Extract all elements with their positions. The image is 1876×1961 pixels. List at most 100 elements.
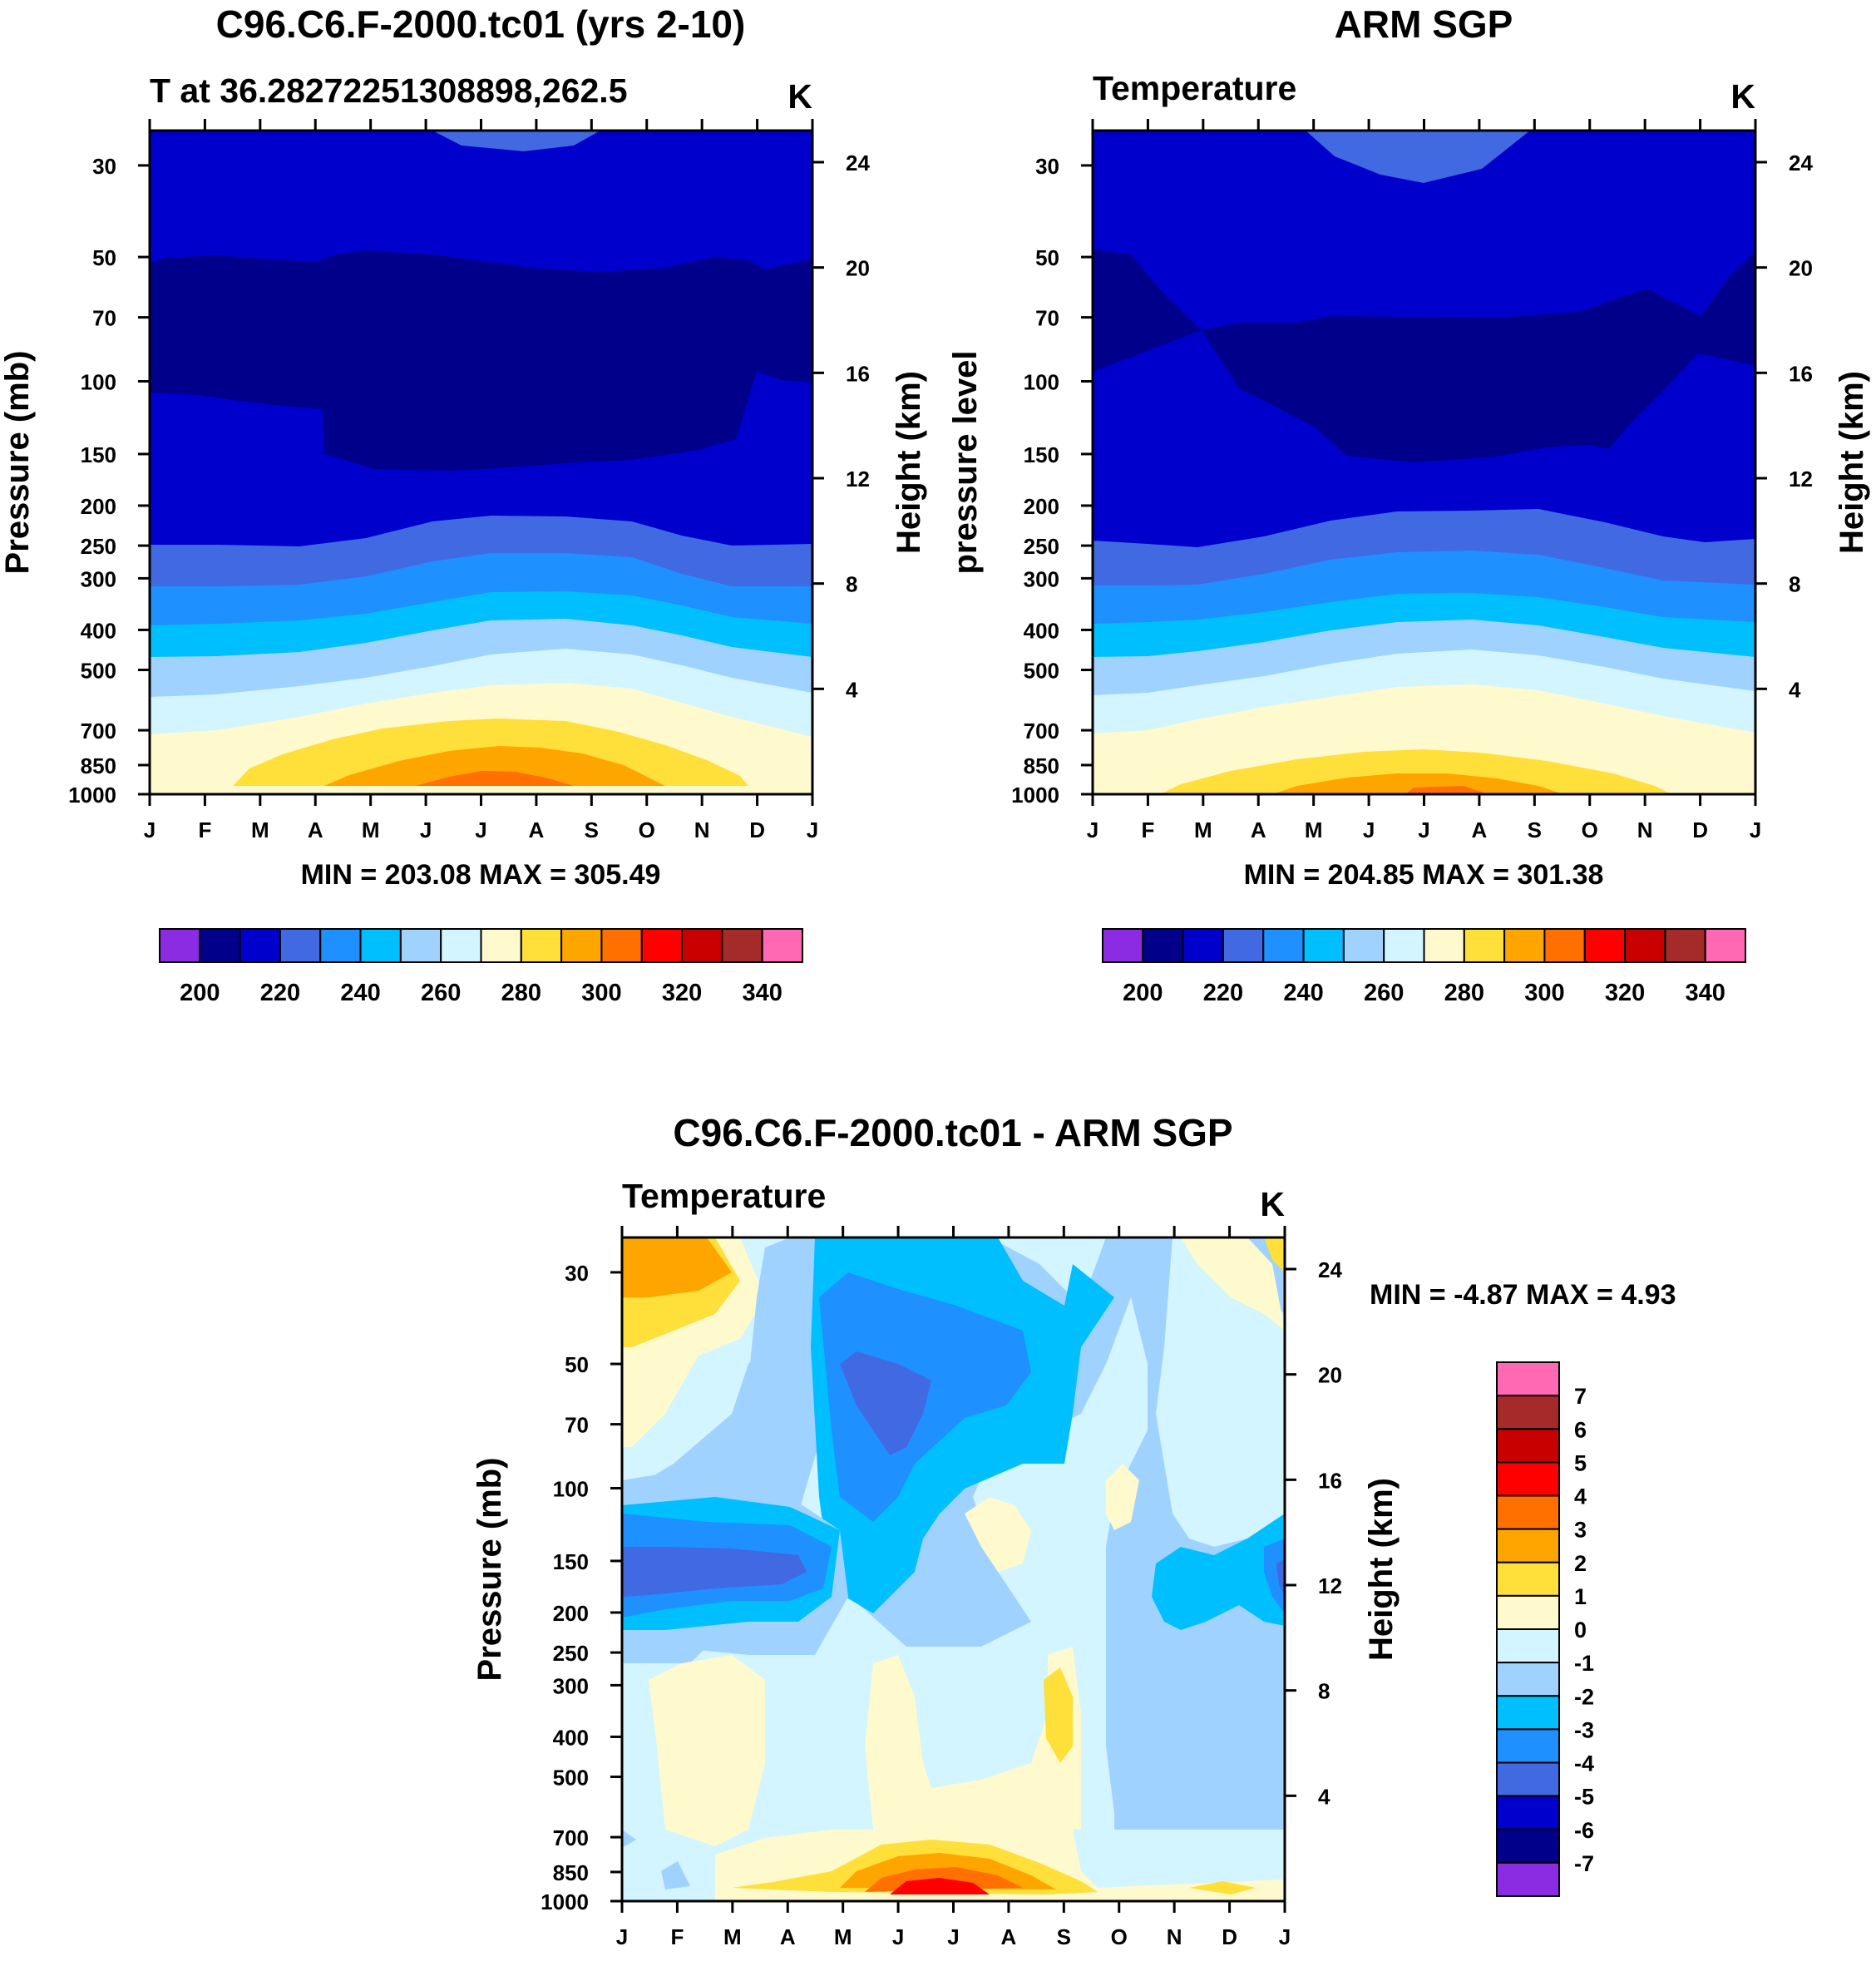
colorbar-label: 260 bbox=[1364, 980, 1404, 1006]
y-tick-label-left: 30 bbox=[565, 1261, 589, 1286]
colorbar-label: -7 bbox=[1574, 1851, 1594, 1876]
colorbar-label: 300 bbox=[581, 980, 621, 1006]
x-tick-label: J bbox=[420, 817, 432, 842]
colorbar-box bbox=[1463, 928, 1506, 963]
y-tick-label-left: 500 bbox=[81, 659, 116, 684]
y-tick-label-right: 12 bbox=[1318, 1573, 1342, 1598]
colorbar-label: 3 bbox=[1574, 1518, 1587, 1543]
x-tick-label: A bbox=[780, 1924, 796, 1949]
x-tick-label: D bbox=[1222, 1924, 1237, 1949]
y-tick-label-left: 200 bbox=[553, 1601, 589, 1626]
x-tick-label: S bbox=[1528, 817, 1542, 842]
colorbar-box bbox=[1496, 1761, 1560, 1797]
x-tick-label: J bbox=[1363, 817, 1375, 842]
y-axis-label-left: Pressure (mb) bbox=[0, 351, 36, 575]
y-tick-label-right: 24 bbox=[1318, 1257, 1342, 1282]
contour-band bbox=[965, 1497, 1031, 1572]
colorbar-box bbox=[600, 928, 643, 963]
panel-difference-contours bbox=[622, 1237, 1285, 1901]
y-tick-label-left: 400 bbox=[1024, 618, 1059, 643]
y-tick-label-left: 70 bbox=[565, 1413, 589, 1438]
x-tick-label: A bbox=[529, 817, 545, 842]
y-tick-label-left: 70 bbox=[1035, 306, 1059, 331]
y-tick-label-right: 4 bbox=[1789, 677, 1801, 702]
x-tick-label: A bbox=[1251, 817, 1266, 842]
colorbar-box bbox=[1142, 928, 1184, 963]
colorbar-box bbox=[1496, 1528, 1560, 1563]
colorbar-label: 280 bbox=[1444, 980, 1484, 1006]
y-tick-label-left: 250 bbox=[553, 1641, 589, 1666]
x-tick-label: F bbox=[670, 1924, 684, 1949]
colorbar-label: 260 bbox=[421, 980, 461, 1006]
y-tick-label-left: 850 bbox=[81, 753, 116, 778]
contour-band bbox=[1306, 131, 1530, 183]
colorbar-label: 340 bbox=[1685, 980, 1725, 1006]
y-axis-label-left: Pressure (mb) bbox=[471, 1458, 508, 1682]
y-axis-label-right: Height (km) bbox=[1363, 1478, 1400, 1661]
colorbar-box bbox=[1102, 928, 1144, 963]
x-tick-label: M bbox=[1305, 817, 1323, 842]
contour-band bbox=[1156, 1237, 1285, 1547]
colorbar-label: 1 bbox=[1574, 1584, 1587, 1609]
colorbar-label: 220 bbox=[1203, 980, 1243, 1006]
y-tick-label-left: 400 bbox=[553, 1725, 589, 1750]
colorbar-box bbox=[1496, 1461, 1560, 1497]
panel-model: C96.C6.F-2000.tc01 (yrs 2-10) T at 36.28… bbox=[0, 2, 927, 1006]
y-tick-label-left: 500 bbox=[553, 1766, 589, 1791]
colorbar-box bbox=[359, 928, 402, 963]
min-max-stats: MIN = -4.87 MAX = 4.93 bbox=[1370, 1279, 1676, 1311]
colorbar-label: 4 bbox=[1574, 1484, 1587, 1509]
colorbar-label: 5 bbox=[1574, 1450, 1587, 1475]
x-tick-label: J bbox=[1418, 817, 1429, 842]
colorbar-label: 6 bbox=[1574, 1417, 1587, 1442]
y-tick-label-left: 300 bbox=[1024, 566, 1059, 591]
colorbar-box bbox=[1342, 928, 1385, 963]
contour-band bbox=[1181, 1237, 1285, 1331]
x-tick-label: O bbox=[1111, 1924, 1128, 1949]
y-tick-label-right: 24 bbox=[846, 151, 870, 175]
panel-model-title: C96.C6.F-2000.tc01 (yrs 2-10) bbox=[216, 2, 746, 46]
colorbar-box bbox=[1496, 1428, 1560, 1464]
colorbar-label: 240 bbox=[1283, 980, 1323, 1006]
y-tick-label-left: 150 bbox=[553, 1549, 589, 1574]
panel-observation-units: K bbox=[1730, 77, 1755, 116]
colorbar-label: -3 bbox=[1574, 1717, 1594, 1742]
colorbar-box bbox=[1496, 1662, 1560, 1697]
y-tick-label-right: 4 bbox=[1318, 1784, 1330, 1809]
y-tick-label-left: 100 bbox=[81, 370, 116, 395]
panel-difference-units: K bbox=[1260, 1185, 1285, 1223]
panel-observation: ARM SGP Temperature K J F M A M J J A S O N D J 30 50 bbox=[947, 2, 1870, 1006]
colorbar-label: 320 bbox=[1605, 980, 1645, 1006]
colorbar-box bbox=[480, 928, 522, 963]
y-tick-label-left: 850 bbox=[553, 1860, 589, 1885]
x-tick-label: J bbox=[144, 817, 156, 842]
colorbar-label: 280 bbox=[501, 980, 541, 1006]
colorbar-box bbox=[1503, 928, 1546, 963]
colorbar-label: -5 bbox=[1574, 1785, 1594, 1810]
x-tick-label: D bbox=[749, 817, 765, 842]
colorbar-box bbox=[319, 928, 362, 963]
y-tick-label-left: 700 bbox=[553, 1825, 589, 1850]
colorbar-label: 200 bbox=[1123, 980, 1163, 1006]
colorbar-label: -2 bbox=[1574, 1684, 1594, 1709]
y-tick-label-left: 400 bbox=[81, 618, 116, 643]
x-tick-label: J bbox=[892, 1924, 904, 1949]
colorbar-box bbox=[1496, 1728, 1560, 1764]
colorbar-box bbox=[761, 928, 803, 963]
x-tick-label: F bbox=[198, 817, 211, 842]
y-axis-label-right: Height (km) bbox=[891, 371, 927, 554]
panel-observation-title: ARM SGP bbox=[1335, 2, 1513, 46]
panel-observation-subtitle: Temperature bbox=[1093, 69, 1296, 107]
x-tick-label: J bbox=[1279, 1924, 1291, 1949]
colorbar-box bbox=[1496, 1628, 1560, 1664]
colorbar-label: -4 bbox=[1574, 1751, 1594, 1776]
contour-band bbox=[1698, 251, 1755, 366]
y-tick-label-left: 50 bbox=[1035, 245, 1059, 270]
colorbar-box bbox=[520, 928, 563, 963]
x-tick-label: O bbox=[639, 817, 655, 842]
x-tick-label: M bbox=[362, 817, 380, 842]
x-tick-label: A bbox=[1001, 1924, 1017, 1949]
y-tick-label-left: 200 bbox=[81, 494, 116, 519]
contour-band bbox=[622, 1237, 732, 1297]
y-tick-label-left: 50 bbox=[565, 1352, 589, 1377]
